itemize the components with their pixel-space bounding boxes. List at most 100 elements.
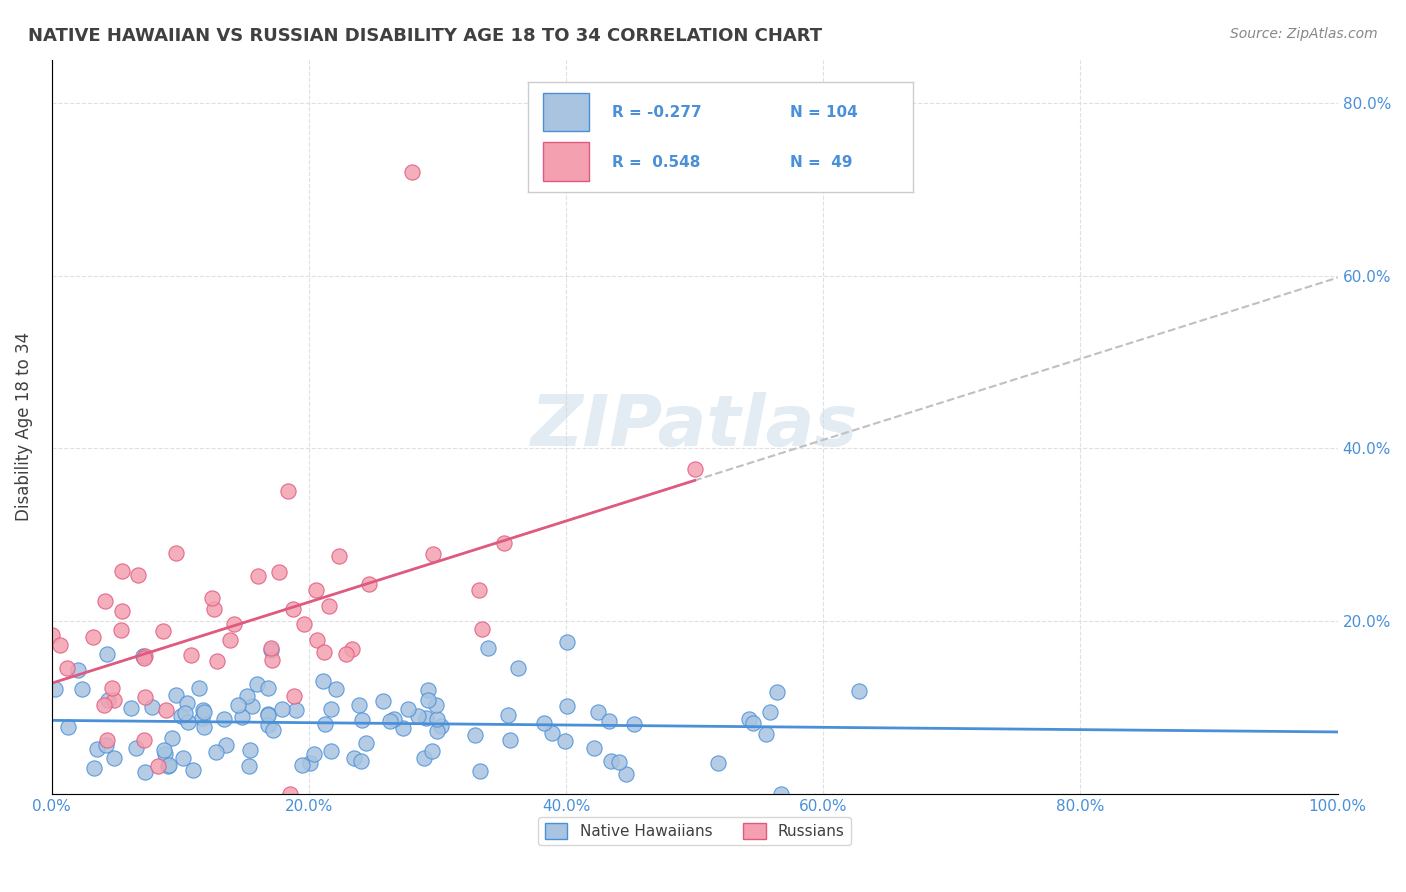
Point [371, 693, 394, 707]
Point [257, 718, 280, 732]
Point [754, 727, 776, 741]
Point [741, 716, 763, 731]
Point [160, 731, 183, 746]
Point [83, 761, 105, 775]
Point [420, 744, 443, 758]
Point [219, 633, 242, 648]
Point [707, 756, 730, 770]
Point [325, 681, 347, 696]
Point [401, 165, 423, 179]
Point [318, 599, 340, 613]
Point [738, 713, 761, 727]
Point [314, 717, 336, 731]
Point [304, 747, 326, 761]
Point [103, 693, 125, 707]
Point [598, 714, 620, 729]
Point [349, 755, 371, 769]
Point [201, 591, 224, 606]
Point [340, 642, 363, 657]
Point [299, 756, 322, 770]
Point [103, 751, 125, 765]
Point [132, 649, 155, 664]
Point [307, 632, 329, 647]
Point [269, 565, 291, 579]
Point [157, 758, 180, 772]
Point [848, 684, 870, 698]
Point [623, 716, 645, 731]
Point [111, 604, 134, 618]
Point [499, 732, 522, 747]
Point [582, 741, 605, 756]
Point [82, 630, 104, 644]
Point [586, 705, 609, 719]
Point [96, 647, 118, 661]
Point [278, 787, 301, 801]
Point [236, 689, 259, 703]
Point [66, 663, 89, 677]
Point [204, 745, 226, 759]
Point [408, 709, 430, 723]
Point [94, 739, 117, 753]
Point [492, 536, 515, 550]
Text: Source: ZipAtlas.com: Source: ZipAtlas.com [1230, 27, 1378, 41]
Y-axis label: Disability Age 18 to 34: Disability Age 18 to 34 [15, 332, 32, 521]
Point [141, 700, 163, 714]
Point [477, 641, 499, 656]
Point [321, 702, 343, 716]
Point [110, 623, 132, 637]
Point [292, 617, 315, 632]
Point [683, 462, 706, 476]
Point [614, 767, 637, 781]
Point [284, 703, 307, 717]
Point [392, 722, 415, 736]
Point [398, 702, 420, 716]
Point [260, 643, 283, 657]
Point [416, 692, 439, 706]
Point [222, 616, 245, 631]
Point [188, 681, 211, 696]
Point [212, 712, 235, 726]
Point [127, 568, 149, 582]
Point [246, 677, 269, 691]
Point [86, 742, 108, 756]
Point [70, 681, 93, 696]
Point [97, 693, 120, 707]
Point [134, 764, 156, 779]
Point [262, 723, 284, 738]
Point [134, 648, 156, 663]
Point [152, 624, 174, 638]
Text: ZIPatlas: ZIPatlas [531, 392, 859, 461]
Point [41, 628, 63, 642]
Point [146, 758, 169, 772]
Point [93, 698, 115, 712]
Point [335, 647, 357, 661]
Point [191, 711, 214, 725]
Point [44, 682, 66, 697]
Point [176, 696, 198, 710]
Point [177, 715, 200, 730]
Point [382, 712, 405, 726]
Point [426, 723, 449, 738]
Point [352, 713, 374, 727]
Point [599, 755, 621, 769]
Point [555, 635, 578, 649]
Point [343, 751, 366, 765]
Point [153, 747, 176, 762]
Point [155, 703, 177, 717]
Point [240, 699, 263, 714]
Point [283, 601, 305, 615]
Point [464, 728, 486, 742]
Point [231, 709, 253, 723]
Point [415, 711, 437, 725]
Point [312, 674, 335, 689]
Point [557, 698, 579, 713]
Point [125, 740, 148, 755]
Legend: Native Hawaiians, Russians: Native Hawaiians, Russians [538, 817, 851, 845]
Point [172, 750, 194, 764]
Point [132, 732, 155, 747]
Point [271, 702, 294, 716]
Point [357, 576, 380, 591]
Point [422, 547, 444, 561]
Point [181, 764, 204, 778]
Point [256, 707, 278, 722]
